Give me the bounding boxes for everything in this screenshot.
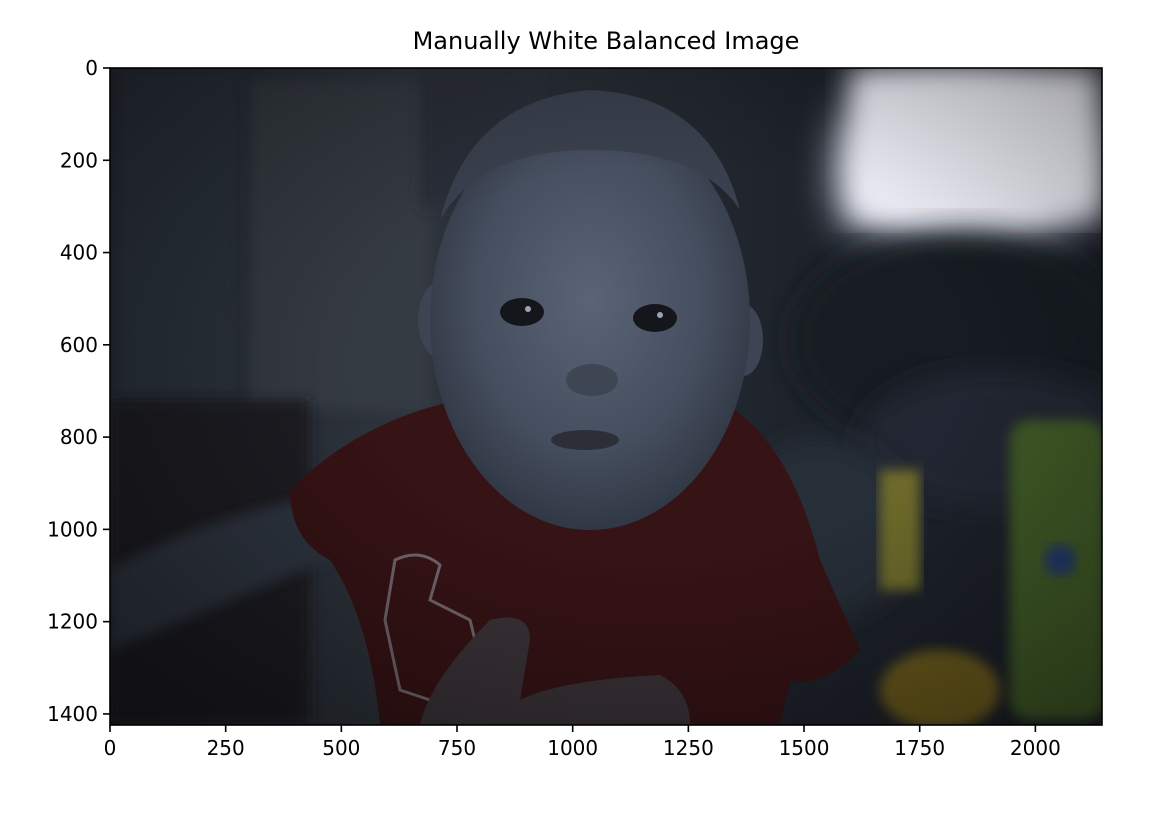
x-tick-label: 0	[104, 736, 117, 760]
y-tick-label: 200	[60, 148, 98, 172]
y-tick-label: 400	[60, 241, 98, 265]
y-tick-label: 0	[85, 56, 98, 80]
photo-baby-red-shirt	[110, 68, 1102, 725]
y-tick-label: 1200	[47, 610, 98, 634]
plot-title: Manually White Balanced Image	[413, 27, 800, 55]
x-tick-label: 250	[207, 736, 245, 760]
x-tick-label: 1000	[547, 736, 598, 760]
axes-frame	[109, 67, 1103, 726]
x-tick-label: 750	[438, 736, 476, 760]
x-tick-label: 1750	[894, 736, 945, 760]
x-tick-label: 1500	[779, 736, 830, 760]
y-tick-label: 1000	[47, 517, 98, 541]
x-tick-label: 500	[322, 736, 360, 760]
y-tick-label: 600	[60, 333, 98, 357]
x-axis: 0 250 500 750 1000 1250 1500 1750 2000	[104, 725, 1061, 760]
y-tick-label: 800	[60, 425, 98, 449]
y-tick-label: 1400	[47, 702, 98, 726]
x-tick-label: 1250	[663, 736, 714, 760]
y-axis: 0 200 400 600 800 1000 1200 1400	[47, 56, 110, 726]
x-tick-label: 2000	[1010, 736, 1061, 760]
